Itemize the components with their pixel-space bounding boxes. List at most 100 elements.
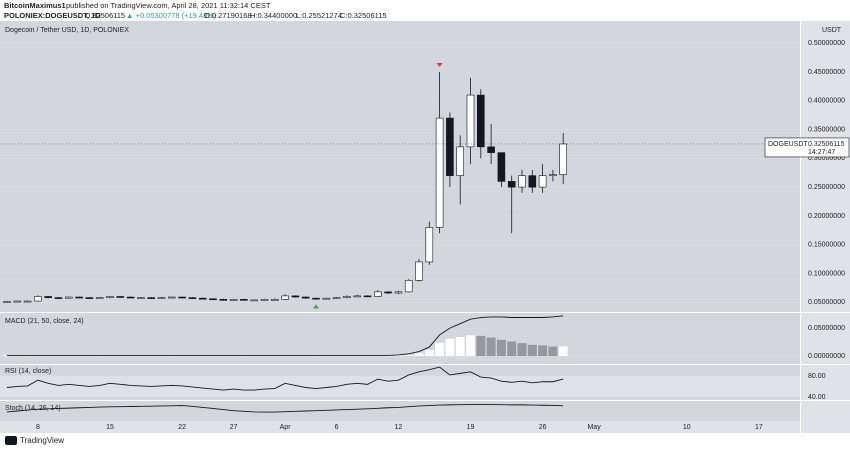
plot-background [0,21,800,421]
y-tick-label: 0.40000000 [808,98,845,105]
candle-body [126,296,135,299]
candle-body [373,291,382,297]
candle-body [363,295,372,298]
y-tick-label: 0.25000000 [808,184,845,191]
candle-body [538,175,547,188]
candle-body [353,295,362,298]
axis-label: USDT [822,27,842,34]
indicator-line [7,315,564,356]
histogram-bar [404,354,414,357]
candle-body [44,296,53,298]
candle-body [322,297,331,300]
histogram-bar [527,344,537,357]
symbol: POLONIEX:DOGEUSDT, 1D [4,11,101,20]
candle-body [209,298,217,301]
histogram-bar [486,337,496,357]
candle-body [198,297,207,300]
candle-body [518,175,526,188]
candle-body [3,301,11,303]
y-tick-label: 40.00 [808,394,826,401]
y-tick-label: 0.10000000 [808,270,845,277]
candle-body [229,299,238,301]
histogram-bar [393,355,403,357]
candle-body [54,297,63,299]
low-marker [313,304,319,309]
candle-body [343,296,351,298]
candle-body [301,296,310,299]
last-price-value: 0.32506115 [808,141,845,148]
candle-body [23,300,32,303]
brand[interactable]: TradingView [20,436,64,445]
candle-body [137,297,145,299]
candle-body [75,296,83,299]
candle-body [332,297,341,299]
candle-body [65,296,73,299]
y-tick-label: 0.50000000 [808,40,845,47]
candle-body [106,296,114,298]
histogram-bar [455,337,465,357]
candle-body [240,299,248,301]
candle-body [507,181,516,188]
x-tick-label: 27 [230,424,238,431]
histogram-bar [466,335,475,357]
histogram-bar [548,346,558,357]
candle-body [281,295,289,300]
candle-body [435,117,444,228]
y-tick-label: 0.15000000 [808,242,845,249]
x-tick-label: 19 [467,424,475,431]
x-tick-label: 6 [335,424,339,431]
histogram-bar [538,345,548,357]
change: ▲ +0.05300778 (+19.48%) [126,11,217,20]
candle-body [178,296,186,299]
y-tick-label: 0.45000000 [808,69,845,76]
y-tick-label: 0.05000000 [808,325,845,332]
x-tick-label: Apr [280,424,292,431]
candle-body [147,297,155,299]
candle-body [116,296,125,298]
candle-body [250,299,258,302]
candle-body [188,297,197,299]
candle-body [95,297,104,299]
candle-body [476,94,485,148]
time-axis-background [0,421,850,433]
candle-body [157,297,166,299]
x-tick-label: 26 [539,424,547,431]
low: L:0.25521274 [296,11,342,20]
indicator-line [6,404,564,413]
histogram-bar [435,342,445,357]
logo [5,436,17,445]
candle-body [34,296,42,302]
candle-body [497,152,506,182]
open: O:0.27190168 [204,11,252,20]
candle-body [404,280,413,293]
candle-body [487,146,495,153]
close: C:0.32506115 [340,11,387,20]
x-tick-label: 15 [106,424,114,431]
x-tick-label: 17 [755,424,763,431]
published: published on TradingView.com, April 28, … [66,1,271,10]
last: 0.32506115 [86,11,125,20]
high: H:0.34400000 [250,11,297,20]
histogram-bar [558,346,568,357]
candle-body [291,295,300,298]
histogram-bar [507,341,517,357]
x-tick-label: 22 [178,424,186,431]
histogram-bar [496,339,506,357]
candle-body [549,174,557,176]
y-tick-label: 0.05000000 [808,299,845,306]
candle-body [425,227,434,263]
candle-body [168,296,176,299]
candle-body [456,146,465,176]
candle-body [219,299,228,301]
y-tick-label: 0.35000000 [808,126,845,133]
high-marker [436,63,443,68]
candle-body [312,297,320,300]
histogram-bar [517,343,527,357]
candle-body [394,291,403,294]
histogram-bar [424,349,434,357]
x-tick-label: May [587,424,601,431]
indicator-line [6,366,564,391]
candle-body [415,261,423,281]
y-tick-label: 80.00 [808,373,826,380]
candle-body [559,143,568,175]
